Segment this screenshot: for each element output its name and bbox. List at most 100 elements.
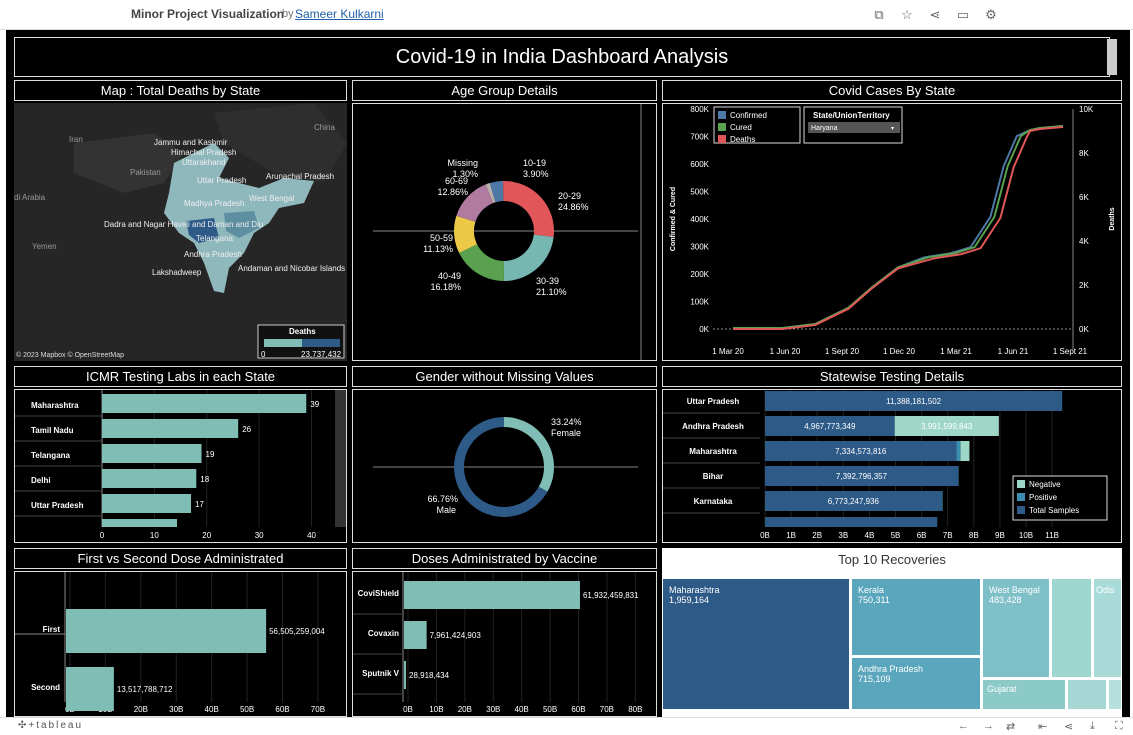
slice-pct: 33.24% <box>551 417 582 427</box>
y-tick-right: 6K <box>1079 193 1089 202</box>
x-tick: 0 <box>100 531 105 540</box>
map-region-china <box>214 103 347 183</box>
settings-icon[interactable]: ⚙ <box>985 7 997 22</box>
treemap-cell[interactable]: Kerala 750,311 <box>851 578 981 656</box>
bar-partial <box>765 517 938 527</box>
map-svg[interactable]: Jammu and Kashmir Himachal Pradesh Uttar… <box>14 103 347 361</box>
x-tick: 20B <box>458 705 472 714</box>
x-tick: 40 <box>307 531 316 540</box>
bar <box>102 444 202 463</box>
dose-bar-chart[interactable]: 0B10B20B30B40B50B60B70BFirst56,505,259,0… <box>15 572 346 716</box>
cases-line-chart[interactable]: 0K 100K 200K 300K 400K 500K 600K 700K 800K 0K 2K 4K… <box>663 104 1121 360</box>
author-link[interactable]: Sameer Kulkarni <box>295 7 384 21</box>
donut-slice <box>454 215 478 254</box>
x-tick: 60B <box>275 705 289 714</box>
bar-positive <box>957 466 959 486</box>
y-tick-left: 800K <box>690 105 709 114</box>
slice-pct: 21.10% <box>536 287 567 297</box>
share-icon[interactable]: ⋖ <box>929 7 941 22</box>
bar <box>765 491 942 511</box>
bar <box>102 469 197 488</box>
legend-swatch <box>718 111 726 119</box>
x-tick: 0B <box>403 705 413 714</box>
by-label: by <box>282 8 294 20</box>
legend-label: Positive <box>1029 493 1058 502</box>
recov-treemap[interactable]: Maharashtra 1,959,164 Kerala 750,311 West … <box>662 578 1122 710</box>
legend-swatch <box>1017 506 1025 514</box>
map-panel[interactable]: Jammu and Kashmir Himachal Pradesh Uttar… <box>14 103 347 361</box>
bar-label: 7,961,424,903 <box>430 631 482 640</box>
slice-label: 20-29 <box>558 191 581 201</box>
dashboard-title: Covid-19 in India Dashboard Analysis <box>395 46 729 68</box>
x-tick: 5B <box>891 531 901 540</box>
gender-donut-chart[interactable]: 33.24%Female 66.76%Male <box>353 390 656 542</box>
bar <box>404 621 427 649</box>
revert-icon[interactable]: ⇄ <box>1006 721 1016 733</box>
treemap-cell[interactable]: West Bengal 483,428 <box>982 578 1050 678</box>
slice-pct: 1.30% <box>452 169 478 179</box>
recov-title: Top 10 Recoveries <box>838 552 946 567</box>
x-tick: 11B <box>1045 531 1059 540</box>
y-tick-right: 8K <box>1079 149 1089 158</box>
vaccine-bar-chart[interactable]: 0B 10B 20B 30B 40B 50B 60B 70B 80B CoviShield 61,9… <box>353 572 656 716</box>
bar <box>404 661 406 689</box>
category-label: Sputnik V <box>362 669 400 678</box>
treemap-cell[interactable]: Andhra Pradesh 715,109 <box>851 657 981 710</box>
x-tick: 1 Jun 21 <box>998 347 1029 356</box>
bar-label: 3,991,599,843 <box>921 422 973 431</box>
x-tick: 20 <box>202 531 211 540</box>
x-tick: 1 Mar 20 <box>712 347 744 356</box>
slice-label: Missing <box>447 158 478 168</box>
map-label: West Bengal <box>249 194 294 203</box>
treemap-cell[interactable] <box>1108 679 1122 710</box>
share-footer-icon[interactable]: ⋖ <box>1064 721 1074 733</box>
treemap-cell[interactable] <box>1067 679 1107 710</box>
treemap-cell[interactable]: Gujarat <box>982 679 1066 710</box>
donut-slice <box>456 184 493 222</box>
map-label: Arunachal Pradesh <box>266 172 334 181</box>
category-label: Uttar Pradesh <box>687 397 740 406</box>
testing-bar-chart[interactable]: 0B 1B 2B 3B 4B 5B 6B 7B 8B 9B 10B 11B Uttar Pradesh 1… <box>663 390 1121 542</box>
map-label: Yemen <box>32 242 57 251</box>
tableau-logo[interactable]: ✣+tableau <box>18 720 84 731</box>
bar-label: 17 <box>195 500 204 509</box>
slice-pct: 16.18% <box>430 282 461 292</box>
y-tick-left: 700K <box>690 133 709 142</box>
donut-slice <box>503 181 554 237</box>
bar-label: 61,932,459,831 <box>583 591 639 600</box>
copy-icon[interactable]: ⧉ <box>874 7 884 22</box>
y-tick-left: 400K <box>690 215 709 224</box>
category-label: Delhi <box>31 476 51 485</box>
treemap-cell[interactable] <box>1051 578 1092 678</box>
bar-label: 7,334,573,816 <box>835 447 887 456</box>
dashboard: Covid-19 in India Dashboard Analysis Map… <box>6 30 1130 717</box>
bar-label: 39 <box>310 400 319 409</box>
fullscreen-icon[interactable]: ⛶ <box>1115 720 1123 732</box>
y-tick-right: 4K <box>1079 237 1089 246</box>
bar-positive <box>941 491 943 511</box>
bar-negative <box>960 441 970 461</box>
map-label: di Arabia <box>14 193 46 202</box>
title-scrollbar[interactable] <box>1107 39 1117 75</box>
treemap-cell[interactable]: Maharashtra 1,959,164 <box>662 578 850 710</box>
download-icon[interactable]: ⤓ <box>1090 720 1095 732</box>
treemap-cell[interactable]: Odis <box>1093 578 1122 678</box>
map-label: Andaman and Nicobar Islands <box>238 264 345 273</box>
comment-icon[interactable]: ▭ <box>956 7 970 22</box>
bar-label: 11,388,181,502 <box>886 397 942 406</box>
bar <box>765 466 958 486</box>
slice-pct: 24.86% <box>558 202 589 212</box>
undo-icon[interactable]: ← <box>958 720 969 732</box>
redo-icon[interactable]: → <box>983 720 994 732</box>
header-bar: Minor Project Visualization by Sameer Ku… <box>0 0 1133 30</box>
star-icon[interactable]: ☆ <box>901 7 913 22</box>
category-label: Karnataka <box>694 497 733 506</box>
map-label: Jammu and Kashmir <box>154 138 228 147</box>
x-tick: 1 Jun 20 <box>770 347 801 356</box>
bar <box>102 494 192 513</box>
refresh-icon[interactable]: ⇤ <box>1038 721 1048 733</box>
x-tick: 70B <box>311 705 325 714</box>
icmr-bar-chart[interactable]: 0 10 20 30 40 Maharashtra 39 Tamil Nadu 26 Telang… <box>15 390 346 542</box>
map-label: Uttarakhand <box>182 158 226 167</box>
